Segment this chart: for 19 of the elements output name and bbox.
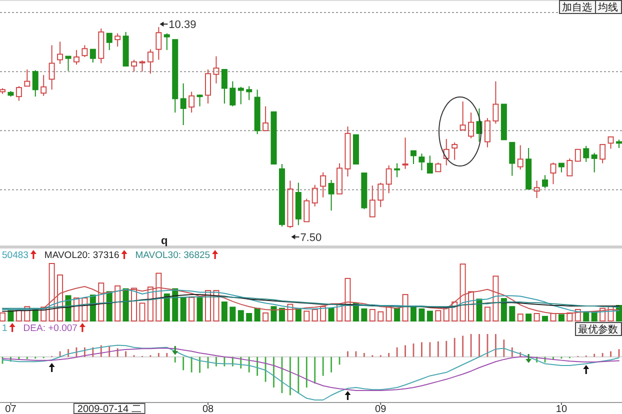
annotation: 均线 (597, 2, 618, 14)
x-tick-label: 2009-07-14 二 (77, 404, 142, 414)
x-tick-label: 10 (556, 404, 568, 414)
text: 50483 (2, 250, 28, 261)
text: DEA: +0.007 (23, 323, 78, 334)
text: MAVOL30: 36825 (135, 250, 210, 261)
button: 均线 (595, 0, 622, 14)
x-tick-label: 09 (375, 404, 387, 414)
annotation: 7.50 (300, 232, 322, 244)
x-tick-label: 08 (202, 404, 214, 414)
annotation: q (161, 235, 168, 247)
button: 最优参数 (575, 322, 622, 336)
text: 1 (2, 323, 8, 334)
button: 加自选 (559, 0, 596, 14)
text: MAVOL20: 37316 (44, 250, 120, 261)
annotation: 最优参数 (578, 324, 618, 336)
annotation: 10.39 (168, 19, 196, 32)
x-tick-label: 07 (5, 404, 17, 414)
annotation: 加自选 (562, 2, 592, 14)
